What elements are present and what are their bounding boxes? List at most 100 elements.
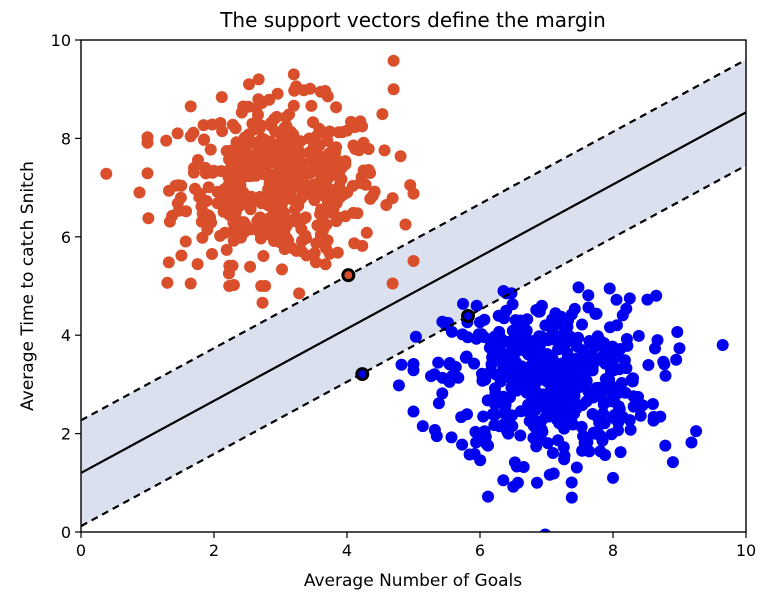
data-point [330, 101, 343, 114]
data-point [141, 167, 154, 180]
x-tick-label: 0 [76, 541, 86, 560]
y-axis-ticks: 0 2 4 6 8 10 [51, 31, 81, 542]
data-point [597, 407, 610, 420]
support-vectors [341, 268, 476, 382]
data-point [195, 200, 208, 213]
data-point [432, 356, 445, 369]
data-point [596, 350, 609, 363]
data-point [404, 179, 417, 192]
data-point [586, 362, 599, 375]
chart-title: The support vectors define the margin [219, 8, 606, 32]
data-point [239, 218, 252, 231]
data-point [198, 133, 211, 146]
data-point [658, 358, 671, 371]
decision-boundary-line [81, 111, 746, 474]
data-point [552, 343, 564, 356]
data-point [300, 182, 313, 195]
data-point [557, 441, 570, 454]
data-point [565, 476, 578, 489]
data-point [529, 433, 542, 446]
data-point [293, 287, 306, 300]
data-point [586, 408, 599, 420]
data-point [534, 334, 547, 347]
data-point [337, 188, 350, 201]
data-point [100, 167, 113, 180]
data-point [243, 78, 255, 91]
data-point [219, 193, 232, 206]
data-point [206, 248, 218, 260]
data-point [436, 387, 449, 400]
data-point [235, 106, 248, 119]
data-point [488, 419, 501, 432]
data-point [259, 137, 271, 150]
data-point [362, 143, 375, 155]
data-point [671, 326, 684, 338]
data-point [252, 73, 265, 86]
data-point [530, 304, 543, 316]
data-point [507, 480, 520, 493]
data-point [562, 353, 575, 366]
support-vector-point [341, 268, 356, 283]
data-point [659, 439, 672, 452]
data-point [605, 428, 618, 441]
y-tick-label: 2 [61, 425, 71, 444]
data-point [256, 147, 269, 160]
data-point [313, 122, 326, 135]
data-point [285, 150, 298, 163]
data-point [472, 430, 485, 443]
data-point [275, 202, 288, 214]
data-point [485, 358, 498, 371]
data-point [470, 299, 483, 312]
data-point [530, 391, 543, 404]
data-point [394, 150, 407, 163]
data-point [386, 192, 399, 205]
data-point [513, 339, 526, 352]
data-point [506, 298, 519, 311]
support-vector-point [355, 367, 370, 382]
data-point [442, 316, 455, 329]
data-point [319, 258, 332, 271]
data-point [289, 215, 302, 228]
data-point [297, 84, 310, 97]
data-point [163, 184, 175, 197]
data-point [244, 191, 257, 204]
data-point [255, 280, 268, 292]
data-point [254, 232, 267, 245]
plot-frame [80, 39, 747, 533]
data-point [320, 218, 333, 231]
data-point [716, 339, 729, 351]
data-point [227, 279, 240, 291]
data-point [191, 258, 204, 271]
data-point [559, 317, 572, 330]
data-point [443, 357, 456, 369]
data-point [586, 338, 599, 351]
data-point [642, 359, 655, 371]
data-point [670, 353, 683, 366]
data-point [430, 430, 443, 443]
data-point [546, 333, 559, 346]
data-point [271, 87, 284, 100]
data-point [610, 293, 623, 306]
data-point [230, 154, 243, 167]
data-point [376, 108, 389, 121]
data-point [215, 91, 228, 104]
data-point [632, 329, 645, 342]
data-point [468, 357, 481, 370]
data-point [280, 136, 293, 149]
support-vector-point [461, 309, 476, 324]
data-point [522, 348, 535, 361]
data-point [568, 390, 581, 403]
data-point [174, 191, 187, 204]
data-point [257, 250, 270, 262]
data-point [502, 392, 515, 405]
data-point [318, 190, 331, 203]
data-point [162, 256, 175, 269]
data-point [541, 437, 554, 450]
data-point [498, 406, 510, 419]
data-point [239, 170, 252, 183]
data-point [133, 186, 146, 199]
data-point [685, 436, 698, 449]
data-point [461, 408, 473, 421]
data-point [416, 420, 429, 433]
data-point [291, 200, 304, 212]
